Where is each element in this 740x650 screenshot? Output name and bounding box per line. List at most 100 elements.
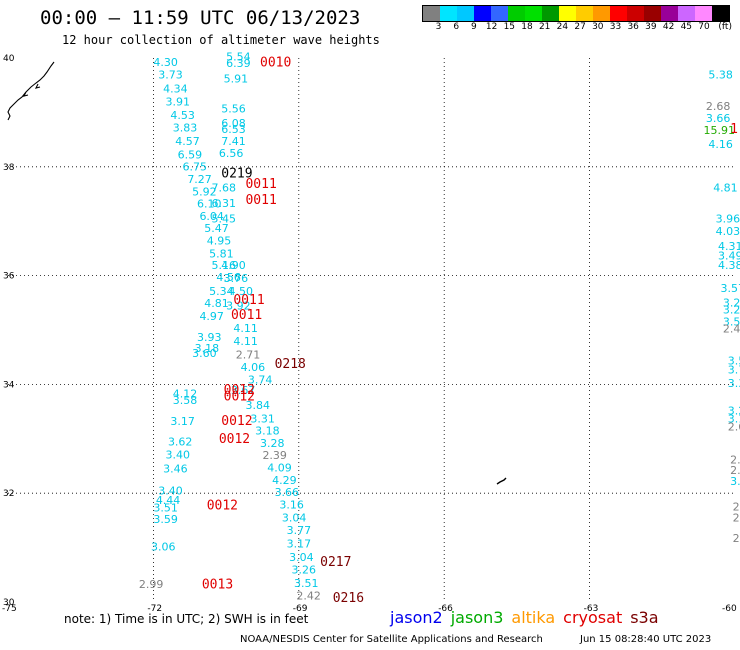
wave-height-value: 5.54 [226, 51, 251, 64]
wave-height-value: 3.96 [716, 212, 740, 225]
pass-time-label: 0218 [275, 357, 306, 372]
wave-height-value: 3.40 [158, 484, 183, 497]
satellite-legend-item: jason3 [450, 608, 504, 627]
wave-height-value: 3.93 [197, 331, 222, 344]
color-scale-label: 33 [609, 22, 622, 32]
color-scale-label: 24 [556, 22, 569, 32]
wave-height-value: 3.26 [292, 564, 317, 577]
island-shape [496, 477, 507, 485]
color-scale-label: 3 [435, 22, 442, 32]
north-america-coastline [7, 61, 55, 121]
longitude-tick-label: -69 [293, 604, 308, 614]
wave-height-value: 3.18 [195, 342, 220, 355]
longitude-tick-label: -63 [584, 604, 599, 614]
color-scale-label: 21 [538, 22, 551, 32]
wave-height-value: 2. [733, 501, 740, 514]
wave-height-value: 4.81 [204, 297, 229, 310]
wave-height-value: 4.34 [163, 82, 188, 95]
wave-height-value: 2.68 [706, 100, 731, 113]
satellite-legend: jason2 jason3 altika cryosat s3a [390, 608, 667, 627]
wave-height-value: 2.39 [262, 449, 287, 462]
color-swatch [576, 6, 593, 21]
wave-height-value: 3.91 [166, 95, 191, 108]
color-scale-labels: 3 6 9 12 15 18 21 24 27 30 33 36 39 42 45 70 (ft) [422, 22, 740, 34]
wave-height-value: 5.34 [209, 285, 234, 298]
color-scale-label: 30 [592, 22, 604, 32]
wave-height-value: 4.11 [233, 335, 258, 348]
wave-height-value: 3.16 [279, 498, 304, 511]
wave-height-value: 6.59 [178, 149, 203, 162]
color-scale-label: (ft) [718, 22, 732, 32]
pass-time-label: 0217 [320, 555, 351, 570]
color-swatch [508, 6, 525, 21]
color-scale-label: 45 [680, 22, 693, 32]
wave-height-value: 2. [730, 453, 740, 466]
color-swatch [610, 6, 627, 21]
pass-time-label: 0010 [260, 56, 291, 71]
color-swatch [525, 6, 542, 21]
wave-height-value: 2.99 [139, 578, 164, 591]
color-scale-label: 18 [521, 22, 533, 32]
wave-height-value: 3.18 [255, 424, 280, 437]
color-swatch [678, 6, 695, 21]
wave-height-value: 5.81 [209, 248, 234, 261]
wave-height-value: 3.66 [706, 112, 731, 125]
wave-height-value: 6.75 [182, 161, 207, 174]
longitude-tick-label: -72 [147, 604, 162, 614]
wave-height-value: 3.17 [170, 415, 195, 428]
axis-ticks: 40 38 36 34 32 30-75 -72 -69 -66 -63 -60 [2, 54, 737, 614]
latitude-tick-label: 32 [3, 489, 14, 499]
wave-height-labels: 4.303.734.343.914.533.834.576.596.757.27… [139, 51, 740, 603]
wave-height-value: 3.73 [158, 69, 183, 82]
wave-height-value: 4.03 [716, 225, 740, 238]
wave-height-value: 6.08 [221, 117, 246, 130]
color-swatch [542, 6, 559, 21]
longitude-tick-label: -60 [722, 604, 737, 614]
wave-height-value: 5.16 [212, 259, 237, 272]
latitude-tick-label: 30 [3, 598, 15, 608]
satellite-legend-item: altika [511, 608, 556, 627]
wave-height-value: 5.47 [204, 222, 229, 235]
color-swatch [491, 6, 508, 21]
wave-height-value: 3.77 [287, 524, 312, 537]
color-swatch [644, 6, 661, 21]
color-scale-label: 39 [645, 22, 657, 32]
wave-height-value: 3.24 [723, 304, 740, 317]
wave-height-value: 3.92 [226, 299, 251, 312]
wave-height-value: 4.44 [156, 494, 181, 507]
wave-height-value: 3.31 [250, 412, 274, 425]
color-swatch [712, 6, 729, 21]
latitude-tick-label: 40 [3, 54, 15, 64]
wave-height-value: 4.95 [207, 235, 232, 248]
map-subtitle: 12 hour collection of altimeter wave hei… [62, 33, 380, 47]
color-swatch [423, 6, 440, 21]
wave-height-value: 3.51 [723, 316, 740, 329]
wave-height-value: 3.40 [166, 448, 191, 461]
wave-height-value: 7.41 [221, 135, 246, 148]
wave-height-value: 3.5 [728, 354, 740, 367]
pass-time-label: 0011 [231, 308, 262, 323]
color-scale-label: 9 [471, 22, 477, 32]
latitude-tick-label: 36 [3, 272, 15, 282]
wave-height-value: 3. [730, 475, 740, 488]
color-scale-bar [422, 5, 730, 22]
color-scale-label: 42 [662, 22, 675, 32]
wave-height-value: 4.56 [216, 271, 241, 284]
pass-time-label: 0011 [245, 177, 276, 192]
credit-timestamp: Jun 15 08:28:40 UTC 2023 [580, 634, 712, 645]
wave-height-value: 6.56 [219, 147, 244, 160]
latitude-tick-label: 38 [3, 163, 15, 173]
wave-height-value: 3.60 [192, 347, 217, 360]
wave-height-value: 6.53 [221, 123, 246, 136]
wave-height-value: 4.29 [272, 474, 297, 487]
wave-height-value: 7.27 [187, 173, 212, 186]
pass-time-label: 0012 [224, 383, 255, 398]
color-scale-label: 6 [453, 22, 460, 32]
wave-height-value: 3.51 [153, 502, 178, 515]
wave-height-value: 4.31 [718, 240, 740, 253]
pass-time-label: 0012 [219, 432, 250, 447]
wave-height-value: 4.81 [713, 181, 738, 194]
wave-height-value: 3.28 [260, 437, 285, 450]
satellite-legend-item: jason2 [390, 608, 443, 627]
